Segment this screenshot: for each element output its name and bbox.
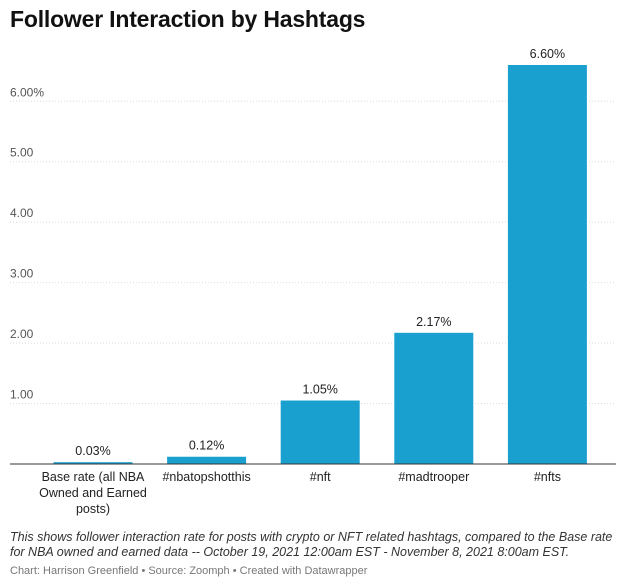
x-tick-label: #nfts	[534, 470, 561, 484]
bar	[167, 456, 247, 464]
y-tick-label: 5.00	[10, 146, 34, 160]
chart-footer: Chart: Harrison Greenfield • Source: Zoo…	[10, 565, 368, 577]
x-tick-label: Base rate (all NBA Owned and Earned posts)	[39, 470, 147, 516]
y-tick-label: 1.00	[10, 388, 34, 402]
bar	[507, 65, 587, 464]
y-tick-label: 4.00	[10, 206, 34, 220]
bar	[53, 462, 133, 464]
x-tick-label-line: Base rate (all NBA	[42, 470, 145, 484]
x-tick-label-line: #madtrooper	[398, 470, 469, 484]
x-tick-label-line: #nfts	[534, 470, 561, 484]
data-label: 0.03%	[75, 444, 110, 458]
data-label: 2.17%	[416, 315, 451, 329]
x-tick-label-line: Owned and Earned	[39, 486, 147, 500]
x-tick-label-line: #nbatopshotthis	[162, 470, 250, 484]
x-tick-label: #madtrooper	[398, 470, 469, 484]
chart-title: Follower Interaction by Hashtags	[10, 6, 366, 32]
data-label: 1.05%	[302, 383, 337, 397]
y-tick-label: 2.00	[10, 327, 34, 341]
x-tick-label: #nbatopshotthis	[162, 470, 250, 484]
y-tick-label: 6.00%	[10, 85, 44, 99]
chart-notes: This shows follower interaction rate for…	[10, 530, 613, 559]
x-tick-label-line: posts)	[76, 502, 110, 516]
data-label: 6.60%	[530, 47, 565, 61]
x-tick-label: #nft	[310, 470, 331, 484]
x-tick-label-line: #nft	[310, 470, 331, 484]
bar	[394, 332, 474, 464]
data-label: 0.12%	[189, 439, 224, 453]
y-tick-label: 3.00	[10, 267, 34, 281]
bar	[280, 400, 360, 464]
